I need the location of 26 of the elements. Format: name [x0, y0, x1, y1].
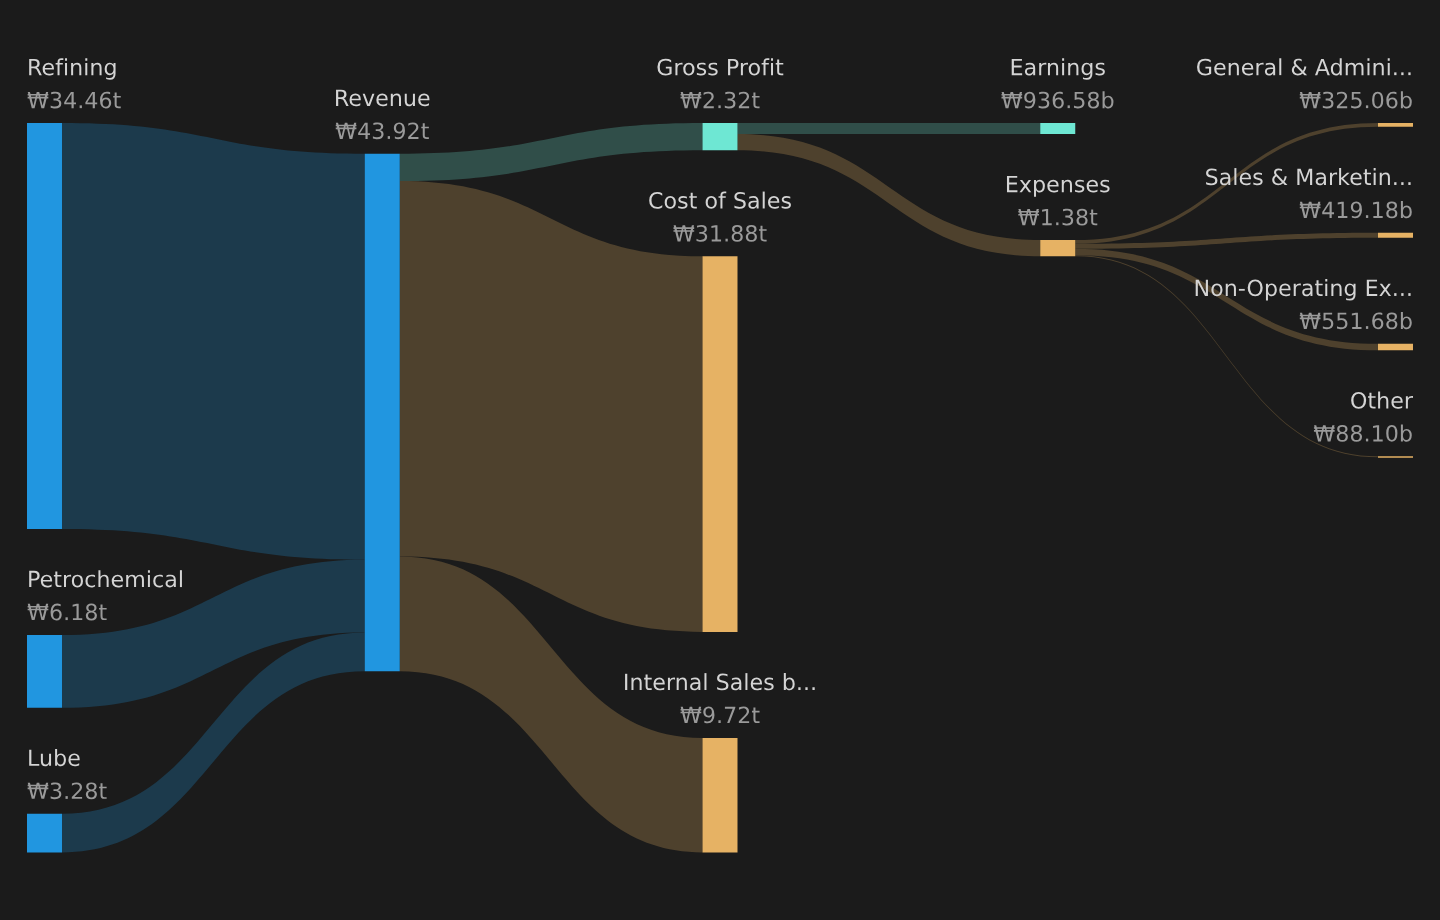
category-label: Petrochemical [29, 570, 182, 588]
data-label: ₩34.46t [27, 91, 121, 109]
category-label: Other [1351, 391, 1413, 409]
data-label: ₩43.92t [335, 122, 429, 140]
category-label: Earnings [1011, 58, 1105, 80]
category-label: Gross Profit [657, 58, 784, 76]
data-label: ₩6.18t [27, 603, 107, 621]
data-label: ₩419.18b [1299, 201, 1412, 219]
data-label: ₩1.38t [1018, 208, 1098, 226]
data-label: ₩2.32t [680, 91, 760, 109]
data-label: ₩936.58b [1001, 91, 1114, 109]
data-label: ₩31.88t [673, 224, 767, 242]
category-label: General & Admini... [1197, 58, 1411, 76]
category-label: Lube [29, 748, 80, 767]
category-label: Revenue [336, 89, 430, 107]
data-label: ₩88.10b [1313, 424, 1412, 442]
data-label: ₩551.68b [1299, 312, 1412, 330]
data-label: ₩325.06b [1299, 91, 1412, 109]
data-label: ₩9.72t [680, 706, 760, 724]
category-label: Cost of Sales [649, 191, 791, 209]
category-label: Non-Operating Ex... [1195, 279, 1411, 301]
category-label: Sales & Marketin... [1206, 168, 1411, 186]
data-label: ₩3.28t [27, 782, 107, 800]
category-label: Expenses [1006, 175, 1110, 197]
category-label: Refining [29, 58, 116, 80]
category-label: Internal Sales b... [625, 673, 815, 691]
